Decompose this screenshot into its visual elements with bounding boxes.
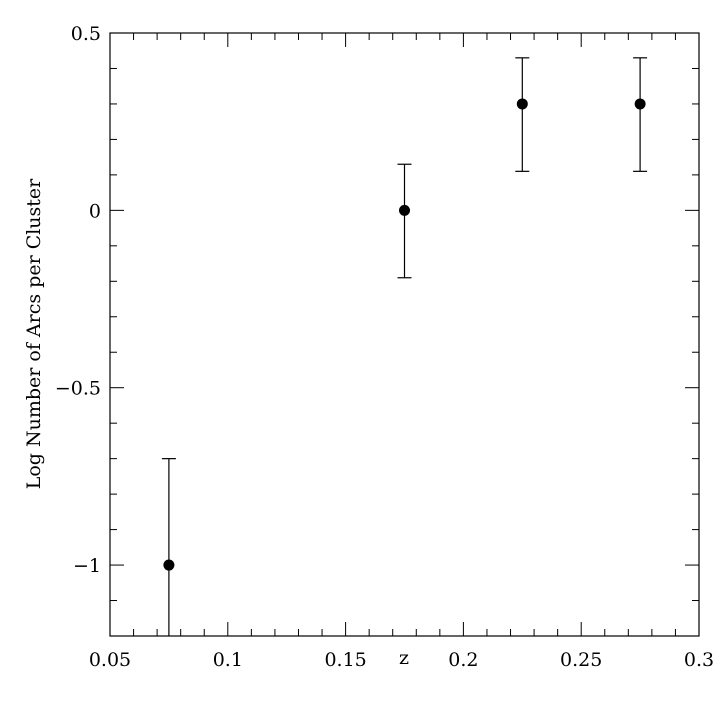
data-point [399, 204, 410, 216]
x-axis-label: z [399, 647, 409, 669]
y-tick-label: 0.5 [71, 23, 101, 45]
y-tick-label: −1 [73, 555, 101, 577]
x-tick-label: 0.3 [684, 649, 714, 671]
x-tick-label: 0.2 [448, 649, 478, 671]
x-tick-label: 0.1 [213, 649, 243, 671]
data-point [516, 98, 528, 110]
data-points [163, 98, 646, 571]
y-tick-labels: −1 −0.5 0 0.5 [55, 23, 101, 577]
data-point [163, 559, 175, 571]
y-tick-label: 0 [89, 200, 101, 222]
data-point [634, 98, 646, 110]
x-tick-label: 0.15 [324, 649, 366, 671]
y-axis-label: Log Number of Arcs per Cluster [23, 178, 45, 489]
y-tick-label: −0.5 [55, 378, 101, 400]
x-tick-label: 0.05 [89, 649, 131, 671]
x-tick-label: 0.25 [560, 649, 602, 671]
plot-frame [109, 32, 700, 637]
minor-ticks [110, 33, 699, 637]
error-bars [161, 57, 648, 636]
major-ticks [109, 32, 700, 636]
x-tick-labels: 0.05 0.1 0.15 0.2 0.25 0.3 [89, 649, 714, 671]
